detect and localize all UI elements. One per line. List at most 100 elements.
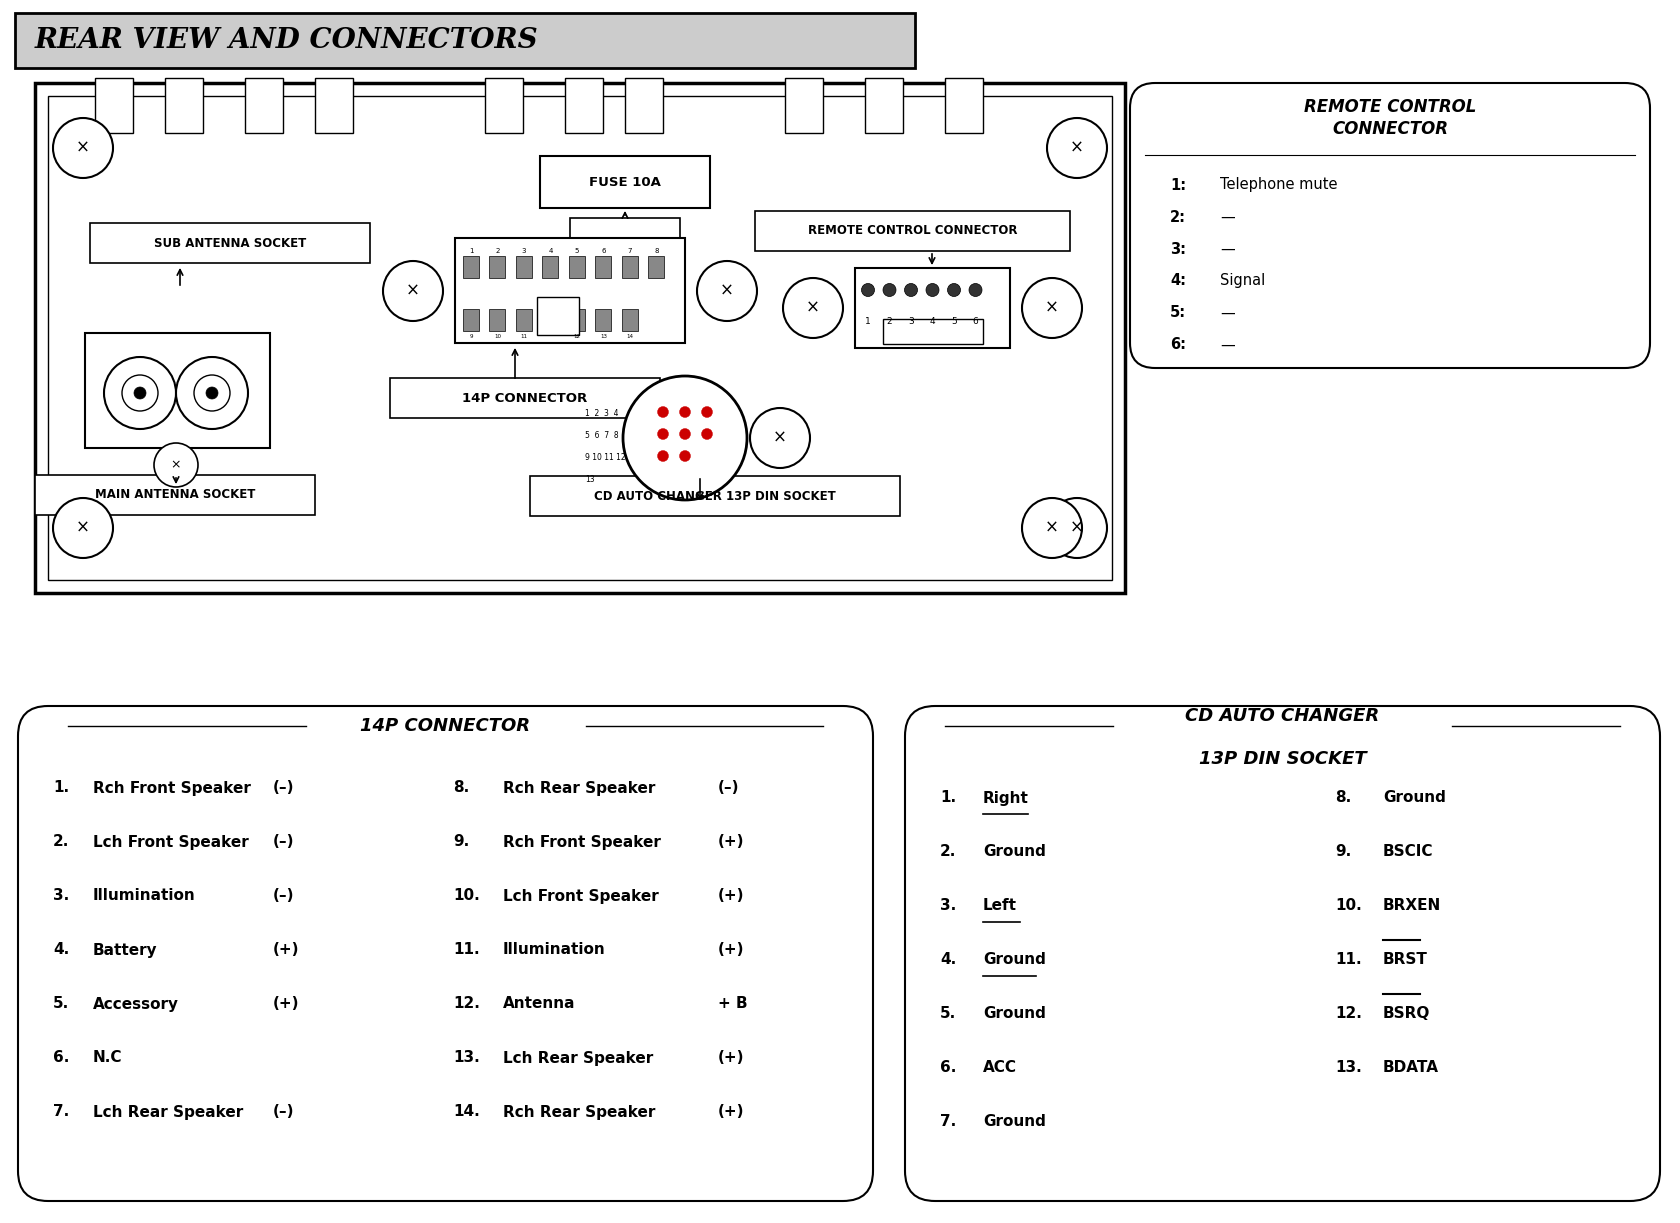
Text: 1: 1 bbox=[469, 248, 474, 254]
Text: Ground: Ground bbox=[983, 845, 1047, 860]
Circle shape bbox=[884, 284, 895, 296]
Bar bbox=[245, 78, 282, 133]
Text: 3.: 3. bbox=[54, 888, 69, 904]
Bar bbox=[622, 256, 638, 278]
Text: 5:: 5: bbox=[1169, 306, 1186, 320]
Bar bbox=[529, 476, 900, 516]
Text: 9: 9 bbox=[469, 335, 472, 340]
Text: Illumination: Illumination bbox=[92, 888, 197, 904]
Text: 13.: 13. bbox=[454, 1051, 480, 1065]
Bar bbox=[570, 256, 585, 278]
Text: ×: × bbox=[1070, 139, 1084, 157]
Bar bbox=[516, 309, 533, 331]
Circle shape bbox=[783, 278, 843, 338]
Text: Rch Front Speaker: Rch Front Speaker bbox=[92, 780, 250, 795]
Text: 7: 7 bbox=[628, 248, 632, 254]
Text: SUB ANTENNA SOCKET: SUB ANTENNA SOCKET bbox=[155, 236, 306, 249]
Text: Rch Front Speaker: Rch Front Speaker bbox=[502, 834, 660, 850]
Text: ×: × bbox=[721, 283, 734, 300]
Text: 5  6  7  8: 5 6 7 8 bbox=[585, 430, 618, 439]
Text: 10.: 10. bbox=[1336, 899, 1362, 914]
Circle shape bbox=[193, 375, 230, 411]
Text: 12.: 12. bbox=[1336, 1007, 1362, 1021]
Bar bbox=[91, 223, 370, 263]
Text: Ground: Ground bbox=[1383, 790, 1446, 806]
Text: Telephone mute: Telephone mute bbox=[1220, 177, 1337, 192]
Text: Rch Rear Speaker: Rch Rear Speaker bbox=[502, 1104, 655, 1119]
Bar bbox=[865, 78, 904, 133]
Text: 4: 4 bbox=[929, 317, 936, 325]
Text: 3: 3 bbox=[909, 317, 914, 325]
Text: 12.: 12. bbox=[454, 997, 480, 1011]
Bar bbox=[35, 83, 1126, 593]
Bar bbox=[595, 256, 612, 278]
Text: FUSE 10A: FUSE 10A bbox=[590, 175, 660, 188]
Bar bbox=[464, 256, 479, 278]
Text: (+): (+) bbox=[717, 888, 744, 904]
Text: BRST: BRST bbox=[1383, 953, 1428, 967]
Text: 13: 13 bbox=[600, 335, 606, 340]
Text: 11: 11 bbox=[521, 335, 528, 340]
Bar bbox=[390, 378, 660, 418]
Circle shape bbox=[749, 408, 810, 468]
Text: REAR VIEW AND CONNECTORS: REAR VIEW AND CONNECTORS bbox=[35, 27, 539, 54]
Bar bbox=[539, 157, 711, 208]
Text: (–): (–) bbox=[272, 1104, 294, 1119]
Bar bbox=[486, 78, 522, 133]
Text: 13: 13 bbox=[585, 475, 595, 483]
Text: 1  2  3  4: 1 2 3 4 bbox=[585, 408, 618, 417]
Bar bbox=[464, 309, 479, 331]
Bar bbox=[455, 238, 685, 342]
Bar bbox=[49, 95, 1112, 580]
Text: 6: 6 bbox=[973, 317, 978, 325]
Text: 2:: 2: bbox=[1169, 209, 1186, 225]
Circle shape bbox=[134, 386, 146, 399]
Bar bbox=[754, 212, 1070, 251]
Text: BRXEN: BRXEN bbox=[1383, 899, 1441, 914]
Circle shape bbox=[679, 406, 690, 417]
Bar bbox=[570, 309, 585, 331]
Circle shape bbox=[904, 284, 917, 296]
Text: 4.: 4. bbox=[54, 943, 69, 958]
Bar bbox=[15, 13, 916, 68]
Text: 14P CONNECTOR: 14P CONNECTOR bbox=[361, 717, 531, 735]
Bar bbox=[570, 218, 680, 256]
Text: 11.: 11. bbox=[1336, 953, 1361, 967]
Circle shape bbox=[623, 375, 748, 500]
Text: (+): (+) bbox=[717, 834, 744, 850]
Text: Lch Front Speaker: Lch Front Speaker bbox=[92, 834, 249, 850]
Text: 3.: 3. bbox=[941, 899, 956, 914]
Text: 14P CONNECTOR: 14P CONNECTOR bbox=[462, 391, 588, 405]
Text: BDATA: BDATA bbox=[1383, 1060, 1440, 1075]
Text: 6: 6 bbox=[601, 248, 606, 254]
Text: Accessory: Accessory bbox=[92, 997, 180, 1011]
Text: 14: 14 bbox=[627, 335, 633, 340]
Text: BSRQ: BSRQ bbox=[1383, 1007, 1430, 1021]
Text: REMOTE CONTROL
CONNECTOR: REMOTE CONTROL CONNECTOR bbox=[1304, 98, 1477, 138]
Text: Lch Rear Speaker: Lch Rear Speaker bbox=[502, 1051, 654, 1065]
Text: 1.: 1. bbox=[54, 780, 69, 795]
Text: Ground: Ground bbox=[983, 953, 1047, 967]
Text: (–): (–) bbox=[717, 780, 739, 795]
Text: 5.: 5. bbox=[941, 1007, 956, 1021]
Text: 5.: 5. bbox=[54, 997, 69, 1011]
Text: 13P DIN SOCKET: 13P DIN SOCKET bbox=[1200, 750, 1366, 768]
Text: ×: × bbox=[1070, 519, 1084, 537]
Text: CD AUTO CHANGER 13P DIN SOCKET: CD AUTO CHANGER 13P DIN SOCKET bbox=[595, 489, 837, 503]
Text: (+): (+) bbox=[272, 943, 299, 958]
Text: 13.: 13. bbox=[1336, 1060, 1362, 1075]
Text: ×: × bbox=[1045, 298, 1058, 317]
Circle shape bbox=[926, 284, 939, 296]
Text: 1:: 1: bbox=[1169, 177, 1186, 192]
Text: —: — bbox=[1220, 209, 1235, 225]
Circle shape bbox=[679, 450, 690, 461]
Circle shape bbox=[54, 498, 113, 558]
Text: 14.: 14. bbox=[454, 1104, 480, 1119]
Text: (–): (–) bbox=[272, 780, 294, 795]
Text: BSCIC: BSCIC bbox=[1383, 845, 1433, 860]
Circle shape bbox=[679, 428, 690, 439]
Circle shape bbox=[657, 406, 669, 417]
Text: 10: 10 bbox=[494, 335, 501, 340]
Circle shape bbox=[969, 284, 983, 296]
Text: 3: 3 bbox=[522, 248, 526, 254]
